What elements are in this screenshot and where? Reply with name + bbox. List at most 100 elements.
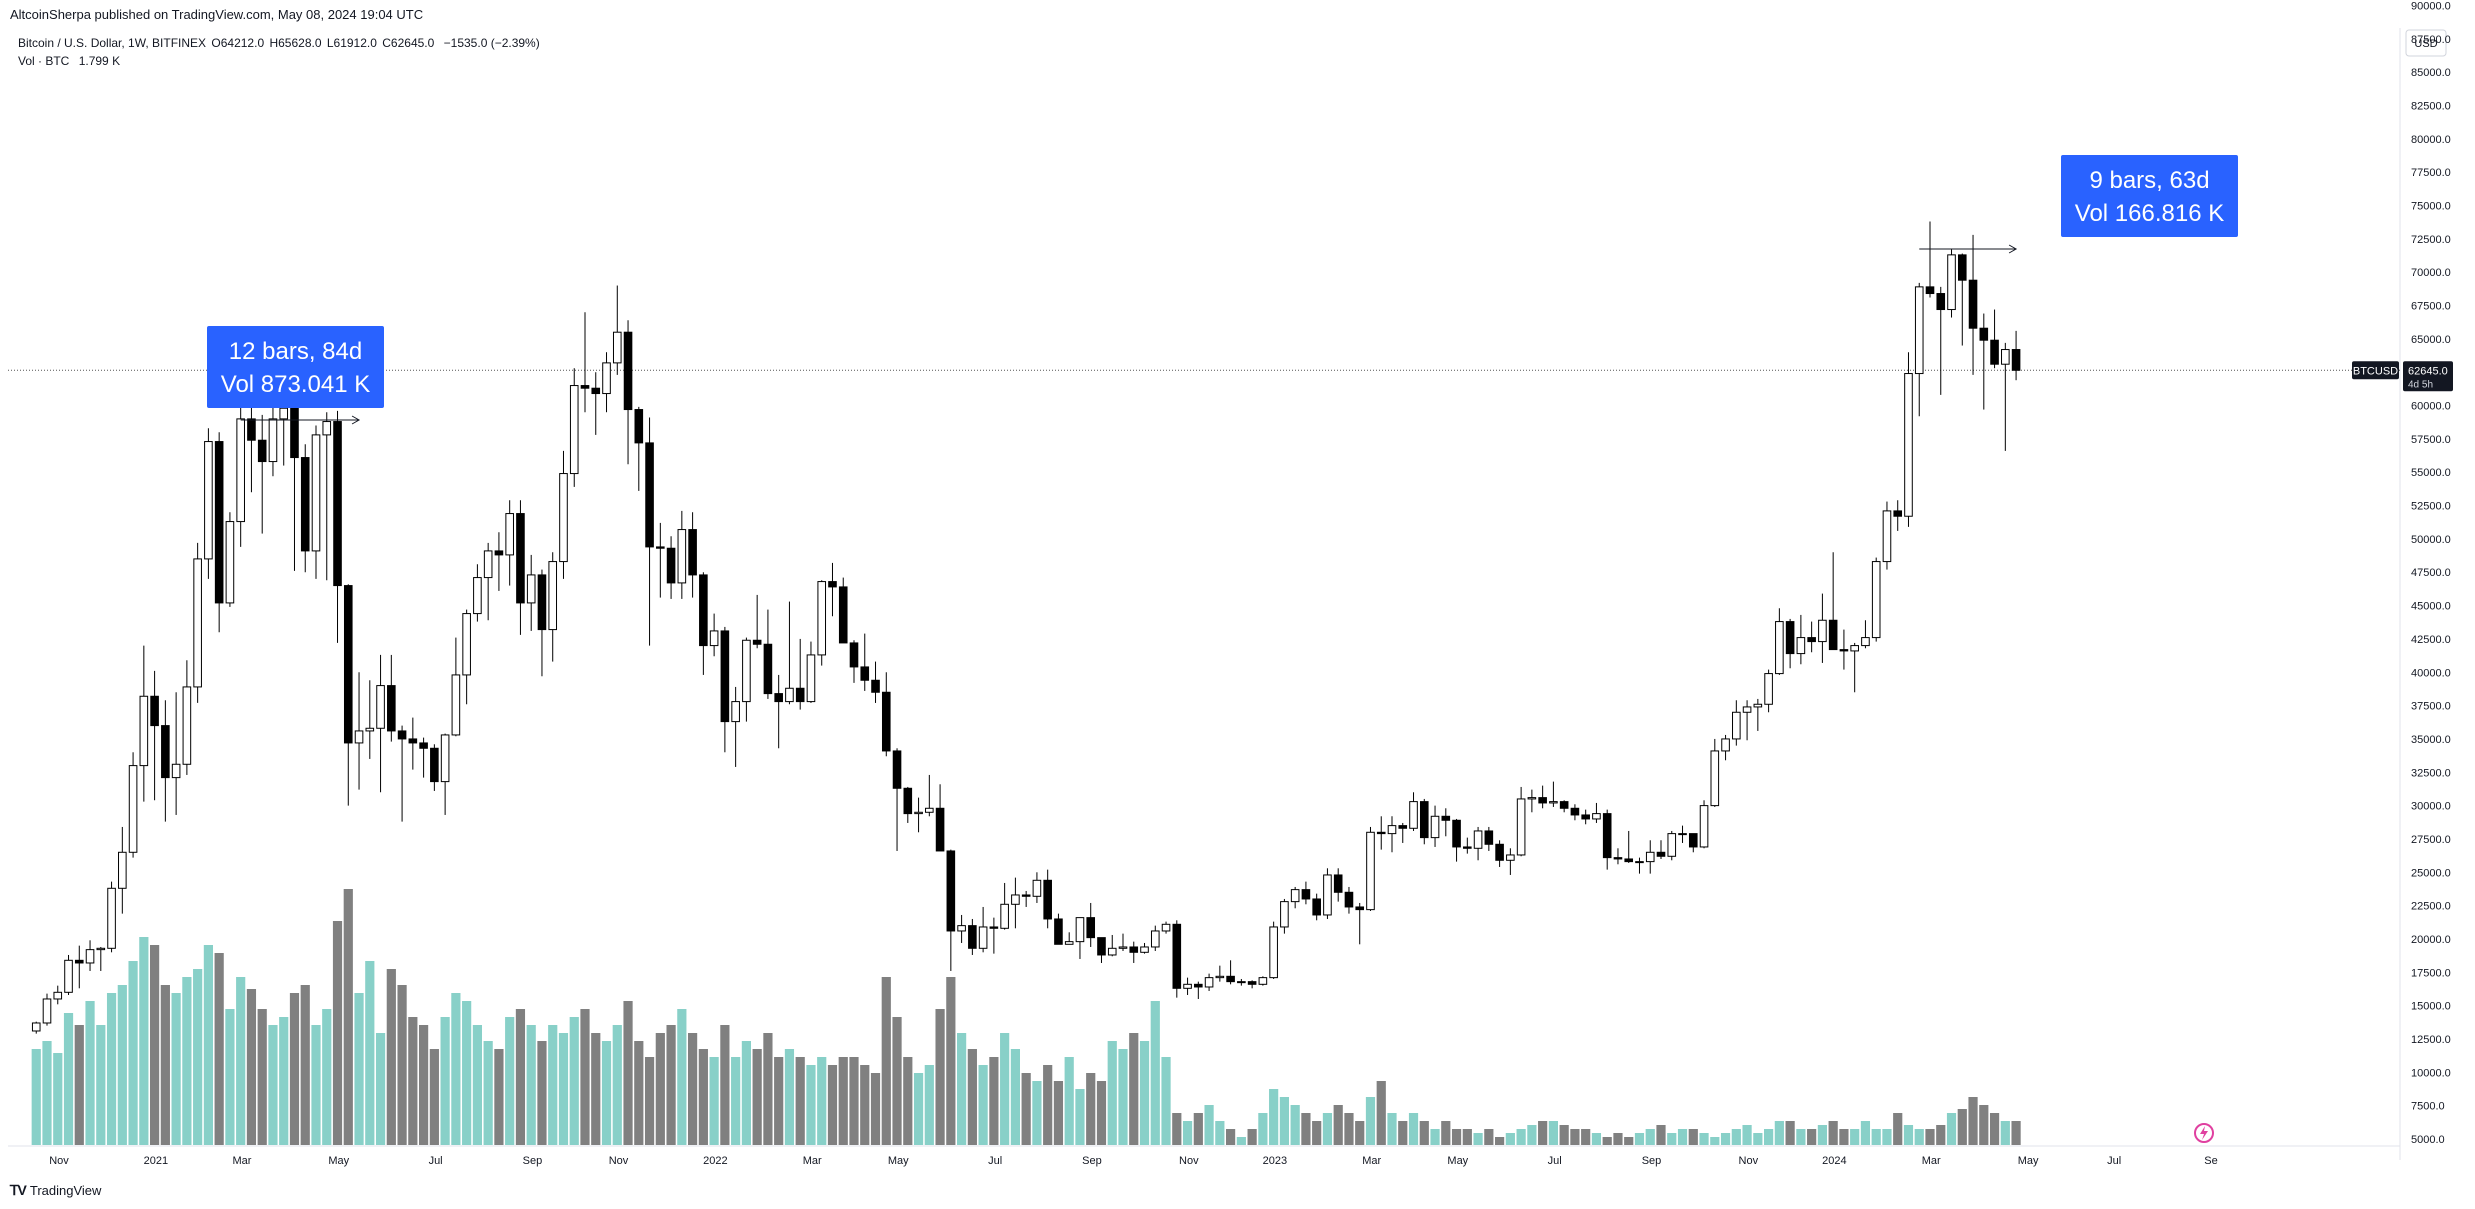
candle-body [1376, 831, 1386, 835]
candle-body [1549, 801, 1558, 804]
candle-body [957, 925, 966, 932]
candle-body [1290, 889, 1300, 903]
volume-bar [1301, 1113, 1311, 1145]
candle-body [1775, 621, 1784, 675]
volume-bar [774, 1057, 784, 1145]
candle-body [1645, 851, 1655, 863]
candle-body [1463, 846, 1472, 849]
candle-body [526, 574, 536, 604]
candle-body [53, 991, 63, 1000]
currency-label: USD [2414, 38, 2437, 50]
footer-brand: ꓔV TradingView [10, 1182, 101, 1199]
candle-body [1785, 621, 1795, 655]
candle-body [1323, 874, 1332, 916]
candle-body [1818, 619, 1827, 643]
candle-body [1527, 797, 1537, 800]
symbol-label[interactable]: Bitcoin / U.S. Dollar, 1W, BITFINEX [18, 36, 207, 50]
time-tick-label: Mar [1362, 1155, 1381, 1167]
price-tick-label: 57500.0 [2411, 434, 2451, 446]
volume-bar [1150, 1001, 1160, 1145]
volume-bar [1032, 1081, 1042, 1145]
candle-body [1409, 801, 1418, 829]
volume-bar [257, 1009, 267, 1145]
price-tick-label: 50000.0 [2411, 534, 2451, 546]
candle-body [1247, 981, 1257, 985]
candle-body [1355, 906, 1365, 911]
top-bar: AltcoinSherpa published on TradingView.c… [0, 0, 2475, 28]
candle-body [214, 441, 224, 604]
volume-bar [903, 1057, 913, 1145]
volume-bar [1871, 1129, 1881, 1145]
candle-body [2011, 349, 2021, 371]
price-tick-label: 30000.0 [2411, 801, 2451, 813]
time-tick-label: Jul [2107, 1155, 2121, 1167]
price-tick-label: 72500.0 [2411, 234, 2451, 246]
volume-bar [1699, 1133, 1709, 1145]
volume-bar [849, 1057, 859, 1145]
volume-bar [1484, 1129, 1494, 1145]
volume-bar [1398, 1121, 1408, 1145]
candle-body [1764, 673, 1773, 705]
volume-bar [279, 1017, 289, 1145]
candle-body [871, 679, 880, 693]
candle-body [925, 807, 934, 813]
volume-bar [1850, 1129, 1860, 1145]
volume-bar [268, 1025, 278, 1145]
candle-body [688, 529, 697, 576]
price-tick-label: 90000.0 [2411, 0, 2451, 12]
candle-body [64, 959, 73, 993]
candle-body [881, 691, 891, 752]
candle-body [742, 639, 751, 703]
volume-bar [1634, 1133, 1645, 1145]
volume-label[interactable]: Vol · BTC [18, 54, 70, 68]
volume-bar [171, 993, 181, 1145]
volume-bar [1495, 1137, 1505, 1145]
candle-body [1333, 874, 1343, 893]
volume-bar [451, 993, 461, 1145]
volume-bar [397, 985, 407, 1145]
candle-body [666, 547, 676, 584]
volume-bar [1139, 1041, 1150, 1145]
volume-bar [1322, 1113, 1333, 1145]
candle-body [279, 407, 289, 420]
symbol-tag-bg [2352, 361, 2399, 380]
price-tick-label: 82500.0 [2411, 101, 2451, 113]
candle-body [236, 418, 245, 523]
volume-bar [440, 1017, 450, 1145]
candle-body [548, 561, 558, 631]
volume-bar [817, 1057, 827, 1145]
ohlc-row: Bitcoin / U.S. Dollar, 1W, BITFINEX O642… [18, 34, 542, 52]
volume-bar [1979, 1105, 1989, 1145]
candle-body [1237, 981, 1246, 984]
volume-bar [881, 977, 891, 1145]
price-tick-label: 32500.0 [2411, 767, 2451, 779]
candle-body [85, 949, 95, 964]
candle-body [397, 730, 407, 740]
candle-body [1183, 983, 1192, 989]
candle-body [1150, 930, 1160, 948]
candle-body [1602, 813, 1612, 859]
volume-bar [1043, 1065, 1053, 1145]
candle-body [1118, 946, 1128, 949]
volume-bar [106, 993, 117, 1145]
candle-body [1957, 254, 1967, 281]
volume-bar [505, 1017, 515, 1145]
volume-bar [214, 953, 224, 1145]
candle-body [31, 1022, 41, 1032]
candle-body [645, 442, 654, 548]
volume-bar [246, 989, 257, 1145]
volume-bar [354, 993, 364, 1145]
candle-body [838, 586, 848, 644]
candle-body [1742, 706, 1752, 713]
candle-body [1732, 711, 1741, 740]
volume-bar [117, 985, 127, 1145]
volume-bar [1527, 1125, 1537, 1145]
volume-bar [623, 1001, 633, 1145]
candle-body [634, 409, 644, 444]
candle-body [225, 521, 235, 604]
candle-body [128, 765, 138, 853]
volume-bar [1107, 1041, 1117, 1145]
candle-body [1710, 750, 1720, 807]
candle-body [354, 730, 364, 744]
